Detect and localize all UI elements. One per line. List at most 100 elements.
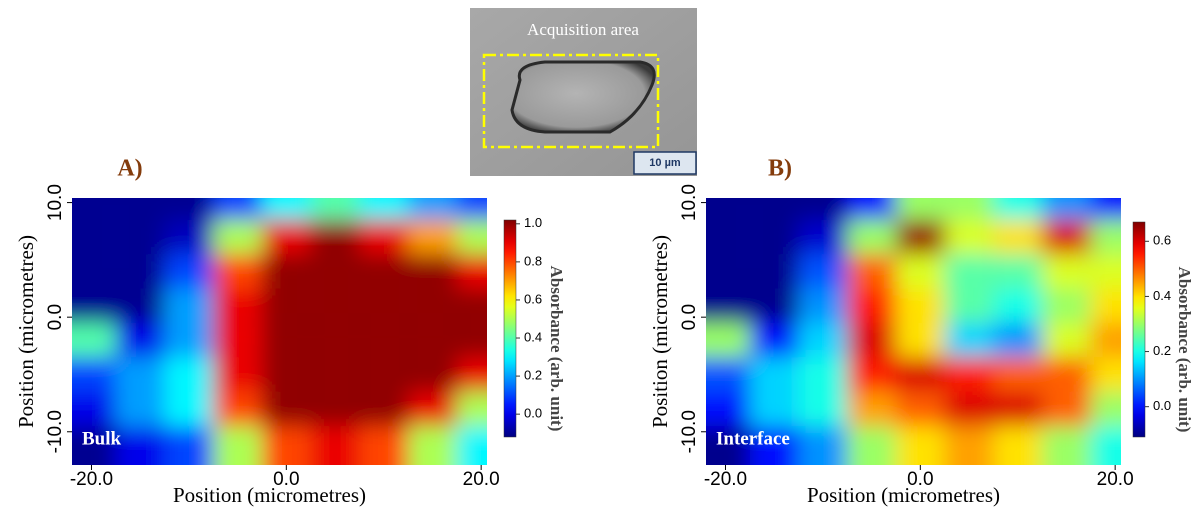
annotation: Bulk [82,428,122,449]
heatmap-cell [895,426,945,465]
heatmap-cell [359,391,409,427]
colorbar-tick-label: 0.4 [1153,288,1171,303]
heatmap-cell [1042,322,1091,358]
heatmap-cell [359,426,409,465]
x-axis-label: Position (micrometres) [807,483,1000,507]
colorbar-tick-label: 1.0 [524,215,542,230]
heatmap-cell [1042,288,1091,323]
heatmap-cell [1042,254,1091,289]
heatmap-cell [993,426,1043,465]
heatmap-cell [798,288,848,323]
heatmap-cell [213,391,262,427]
heatmap-cell [310,288,360,323]
heatmap-cell [359,198,409,220]
heatmap-cell [359,322,409,358]
y-tick-label: -10.0 [679,410,700,453]
y-axis-label: Position (micrometres) [648,235,672,428]
heatmap-cell [310,391,360,427]
heatmap-cell [993,288,1043,323]
heatmap-cell [895,391,945,427]
heatmap-cell [1042,391,1091,427]
heatmap-cell [115,288,165,323]
heatmap-cell [798,219,848,255]
heatmap-cell [706,254,750,289]
y-tick-label: 0.0 [679,304,700,330]
heatmap-cell [1090,322,1121,358]
heatmap-cell [456,288,487,323]
heatmap-cell [944,219,994,255]
heatmap-cell [944,426,994,465]
heatmap-cell [310,198,360,220]
heatmap-cell [749,426,799,465]
heatmap-cell [261,219,311,255]
heatmap-panel: -20.0 0.0 20.0 -10.0 0.0 10.0 Position (microm… [648,156,1194,507]
acquisition-rectangle [482,53,660,149]
heatmap-cell [310,357,360,392]
y-axis-label: Position (micrometres) [14,235,38,428]
heatmap-cell [261,391,311,427]
heatmap-cell [749,322,799,358]
heatmap-cell [993,219,1043,255]
heatmap-cell [993,391,1043,427]
x-tick-label: 0.0 [273,469,299,490]
heatmap-cell [944,357,994,392]
colorbar-label: Absorbance (arb. unit) [1175,267,1194,433]
heatmap-cell [895,322,945,358]
heatmap-cell [798,198,848,220]
heatmap-cell [847,357,896,392]
heatmap-cell [456,219,487,255]
heatmap-cell [456,426,487,465]
heatmap-cell [456,322,487,358]
colorbar-tick-label: 0.8 [524,253,542,268]
scale-bar-box [633,151,697,175]
heatmap-cell [944,198,994,220]
panel-label: A) [117,156,142,182]
heatmap-cell [72,426,116,465]
x-tick-label: -20.0 [704,469,747,490]
heatmap-cell [261,426,311,465]
grain [510,60,656,134]
heatmap-cell [798,357,848,392]
heatmap-cell [749,254,799,289]
heatmap-cell [115,391,165,427]
y-tick-label: 10.0 [45,184,66,221]
heatmap-cell [456,254,487,289]
plot-area [706,198,1121,465]
micrograph: Acquisition area 10 µm [470,8,697,176]
heatmap-cell [1042,198,1091,220]
heatmap-cell [798,254,848,289]
heatmap-cell [408,198,457,220]
heatmap-cell [706,198,750,220]
heatmap-cell [798,391,848,427]
colorbar [1132,221,1146,438]
heatmap-cell [72,254,116,289]
heatmap-cell [895,219,945,255]
heatmap-cell [895,254,945,289]
heatmap-cell [798,322,848,358]
heatmap-cell [164,322,214,358]
heatmap-cell [164,254,214,289]
heatmap-cell [261,198,311,220]
heatmap-cell [749,198,799,220]
heatmap-cell [115,357,165,392]
heatmap-cell [456,391,487,427]
heatmap-cell [706,357,750,392]
inset-label: Acquisition area [527,20,639,39]
y-tick-label: -10.0 [45,410,66,453]
x-tick-label: 0.0 [907,469,933,490]
heatmap-cell [164,198,214,220]
heatmap-cell [944,322,994,358]
plot-area [72,198,487,465]
heatmap-cells [706,198,1121,465]
annotation: Interface [716,428,790,449]
x-axis-label: Position (micrometres) [173,483,366,507]
heatmap-cell [749,391,799,427]
heatmap-cell [164,391,214,427]
heatmap-cell [261,254,311,289]
heatmap-cell [213,254,262,289]
heatmap-cell [706,391,750,427]
heatmap-cell [408,322,457,358]
heatmap-cell [706,219,750,255]
heatmap-cell [1090,426,1121,465]
heatmap-cell [847,288,896,323]
